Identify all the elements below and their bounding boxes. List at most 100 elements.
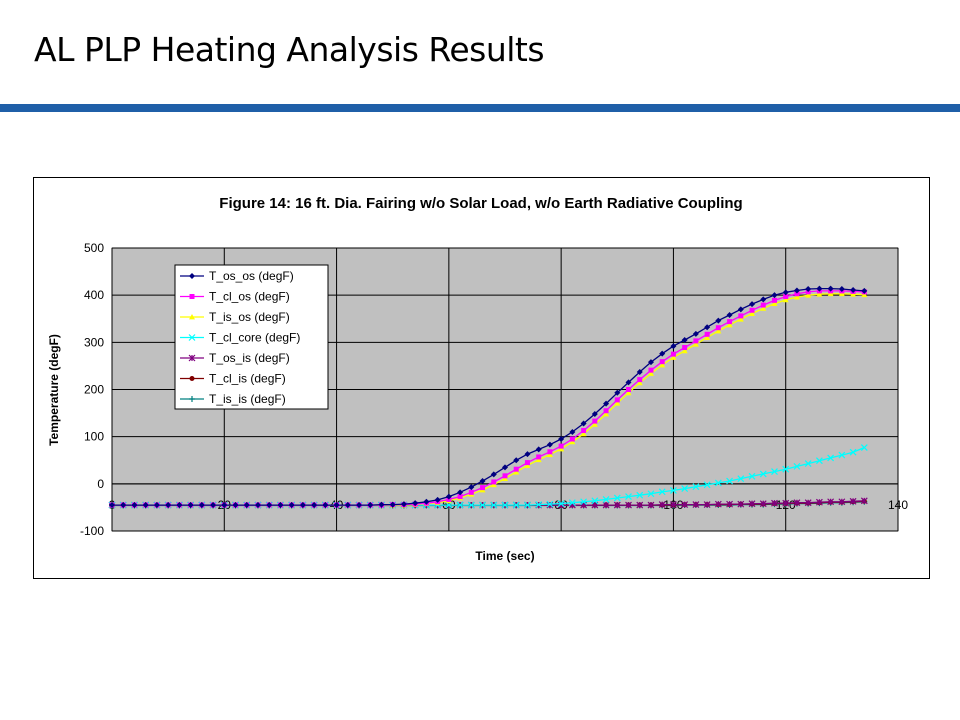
line-chart: Figure 14: 16 ft. Dia. Fairing w/o Solar… [47,195,908,563]
data-point [860,497,868,505]
data-point [603,411,610,417]
data-point [794,291,800,297]
data-point [176,502,183,509]
data-point [647,370,654,376]
data-point [221,502,228,509]
data-point [816,285,823,292]
data-point [591,497,599,505]
x-axis-title: Time (sec) [475,549,534,563]
legend: T_os_os (degF) T_cl_os (degF) T_is_os (deg… [174,264,329,410]
legend-swatch-marker [189,273,195,279]
data-point [737,475,745,483]
data-point [457,489,464,496]
data-point [726,500,733,508]
legend-item: T_cl_os (degF) [180,290,290,304]
x-tick-label: 140 [888,498,908,512]
data-point [591,411,598,418]
data-point [524,501,531,509]
data-point [109,502,115,509]
data-point [311,502,318,509]
data-point [715,317,722,324]
legend-swatch-marker [188,334,196,341]
data-point [625,389,632,396]
data-point [782,465,790,473]
y-axis-title: Temperature (degF) [47,334,61,446]
data-point [535,456,542,463]
data-point [850,286,857,293]
data-point [490,481,497,488]
data-point [412,500,419,507]
data-point [580,498,588,506]
data-point [849,448,857,456]
data-point [501,501,509,509]
data-point [659,361,666,368]
data-point [546,501,554,509]
data-point [838,498,846,506]
y-tick-label: 300 [84,335,104,349]
data-point [659,350,666,357]
legend-item: T_is_is (degF) [180,392,286,406]
data-point [714,500,722,508]
data-point [512,501,520,509]
legend-item: T_os_is (degF) [180,351,290,365]
legend-label: T_cl_core (degF) [209,331,300,345]
legend-swatch-marker [189,396,195,402]
data-point [602,495,610,503]
data-point [749,310,756,316]
data-point [658,488,666,496]
data-point [547,449,553,455]
data-point [546,451,553,457]
data-point [423,498,430,505]
data-point [558,443,564,449]
data-point [815,498,823,506]
data-point [187,502,194,509]
series-t-os-os [109,285,868,509]
data-point [714,479,722,487]
data-point [670,501,677,509]
data-point [625,501,632,509]
data-point [704,331,710,337]
legend-item: T_cl_core (degF) [180,331,300,345]
legend-label: T_cl_is (degF) [209,372,286,386]
data-point [513,457,520,464]
legend-label: T_cl_os (degF) [209,290,290,304]
data-point [333,502,340,509]
data-point [378,501,385,508]
data-point [613,501,621,509]
data-point [210,502,217,509]
data-point [815,457,823,465]
data-point [153,502,160,509]
data-point [636,501,644,509]
data-point [682,345,688,351]
data-point [816,291,823,297]
data-point [513,469,520,475]
data-point [581,428,587,434]
data-point [434,496,441,503]
data-point [704,334,711,341]
data-point [670,343,677,350]
chart-title: Figure 14: 16 ft. Dia. Fairing w/o Solar… [219,195,742,212]
data-point [626,387,632,392]
data-point [692,330,699,337]
data-point [759,470,767,478]
data-point [782,499,790,507]
data-point [457,494,463,500]
data-point [704,324,711,331]
data-point [804,499,812,507]
legend-label: T_os_is (degF) [209,351,290,365]
legend-swatch-marker [188,354,196,362]
data-point [670,351,676,357]
data-point [738,313,744,319]
data-point [771,499,778,507]
data-point [693,338,699,344]
data-point [524,462,531,468]
data-point [389,501,396,508]
data-point [692,501,700,509]
data-point [636,369,643,376]
data-point [827,285,834,292]
data-point [468,489,474,495]
data-point [569,438,576,445]
legend-swatch-marker [189,314,195,320]
data-point [535,501,543,509]
data-point [546,500,554,508]
